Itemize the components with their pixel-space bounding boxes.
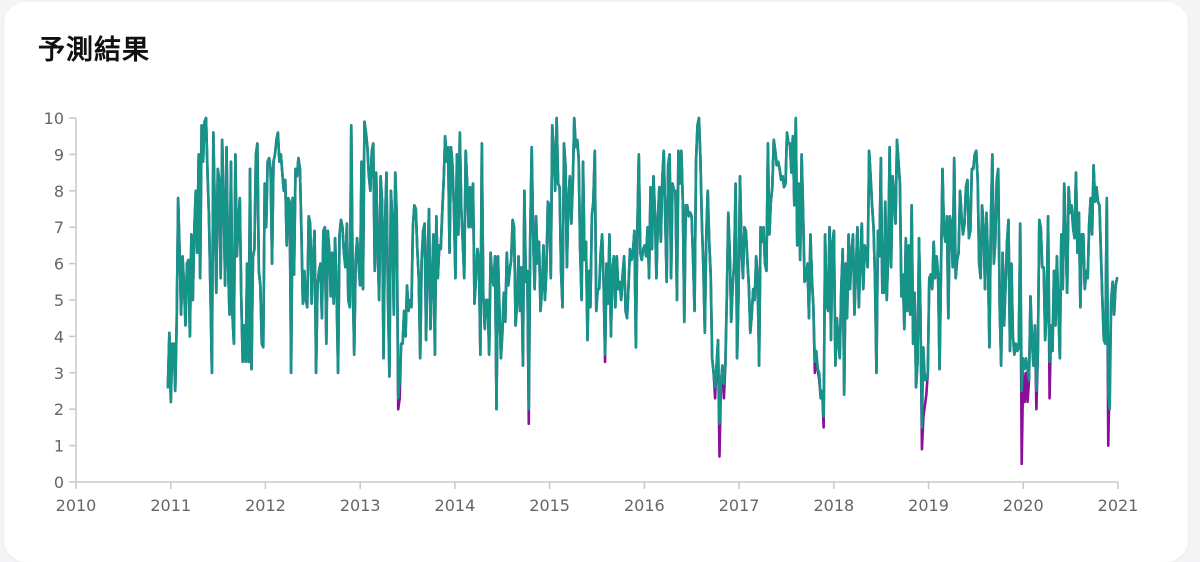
x-tick-label: 2016: [624, 496, 665, 515]
y-tick-label: 0: [54, 473, 64, 492]
series-line-2: [166, 116, 1119, 429]
x-tick-label: 2019: [908, 496, 949, 515]
y-tick-label: 4: [54, 327, 64, 346]
x-tick-label: 2014: [435, 496, 476, 515]
y-tick-label: 2: [54, 400, 64, 419]
y-tick-label: 7: [54, 218, 64, 237]
x-tick-label: 2020: [1003, 496, 1044, 515]
card-title: 予測結果: [38, 35, 150, 66]
x-tick-label: 2012: [245, 496, 286, 515]
y-tick-label: 1: [54, 437, 64, 456]
line-chart: 0 1 2 3 4 5 6 7 8 9 10 2010 2011 2012 2013 2014 2015 2016…: [44, 109, 1139, 515]
x-tick-label: 2021: [1098, 496, 1139, 515]
y-tick-label: 8: [54, 182, 64, 201]
y-tick-label: 9: [54, 145, 64, 164]
x-tick-label: 2015: [529, 496, 570, 515]
series-layer: [166, 116, 1119, 466]
x-tick-label: 2018: [813, 496, 854, 515]
y-tick-label: 6: [54, 255, 64, 274]
y-tick-label: 10: [44, 109, 64, 128]
x-tick-label: 2017: [719, 496, 760, 515]
y-tick-label: 3: [54, 364, 64, 383]
x-tick-label: 2013: [340, 496, 381, 515]
x-tick-label: 2010: [56, 496, 97, 515]
x-tick-label: 2011: [150, 496, 191, 515]
y-tick-label: 5: [54, 291, 64, 310]
axes-layer: 0 1 2 3 4 5 6 7 8 9 10 2010 2011 2012 2013 2014 2015 2016…: [44, 109, 1139, 515]
